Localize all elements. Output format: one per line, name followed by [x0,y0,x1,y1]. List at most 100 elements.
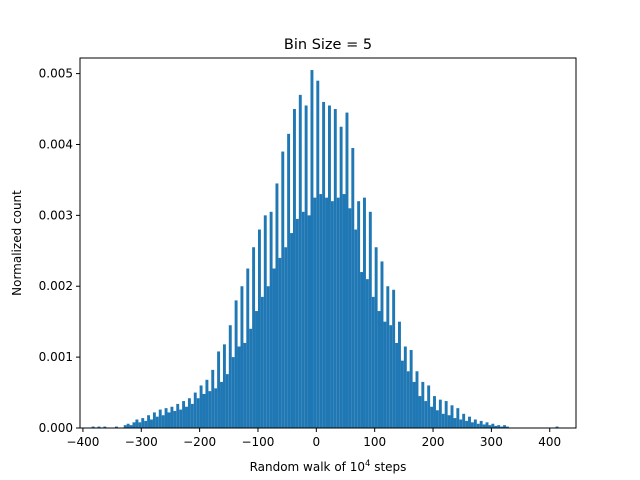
histogram-bar [240,286,244,428]
x-axis-label-base: Random walk of 10 [250,460,365,474]
histogram-bar [438,399,442,428]
x-tick-label: 100 [363,435,386,449]
histogram-bar [418,396,422,428]
histogram-bar [217,351,221,428]
histogram-bar [199,385,203,428]
x-tick-label: 400 [538,435,561,449]
histogram-bar [187,398,191,428]
histogram-bar [354,229,358,428]
histogram-bar [103,426,107,428]
histogram-bar [322,101,326,428]
histogram-bar [491,423,495,428]
histogram-bar [462,413,466,428]
histogram-bar [453,418,457,428]
histogram-bar [503,425,506,428]
histogram-bar [444,401,448,428]
histogram-bar [415,371,419,428]
y-tick-label: 0.003 [39,208,73,222]
histogram-bar [476,423,480,428]
histogram-bar [494,425,498,428]
histogram-bar [123,425,127,428]
x-tick-label: 200 [422,435,445,449]
histogram-bar [386,286,390,428]
histogram-bar [319,194,323,428]
histogram-bar [249,328,253,428]
histogram-bar [357,201,361,428]
histogram-bar [479,420,483,428]
histogram-bar [395,342,399,428]
histogram-bar [243,342,247,428]
histogram-bar [284,247,288,428]
histogram-bar [459,419,463,428]
histogram-bar [132,422,136,428]
histogram-bar [190,403,194,428]
histogram-bar [400,360,404,428]
histogram-bar [176,403,180,428]
histogram-bar [263,215,267,428]
y-tick-label: 0.000 [39,421,73,435]
x-tick-label: 300 [480,435,503,449]
histogram-bar [97,426,101,428]
histogram-bar [377,311,381,428]
histogram-bar [292,109,296,428]
histogram-bar [348,208,352,428]
histogram-bar [208,391,212,428]
histogram-bar [278,257,282,428]
histogram-bar [129,425,133,428]
histogram-bar [185,406,188,428]
histogram-bar [138,422,142,428]
y-tick-label: 0.005 [39,67,73,81]
histogram-bar [220,381,223,428]
histogram-bar [403,346,407,428]
histogram-bar [447,415,451,428]
histogram-bar [275,183,279,428]
histogram-bar [196,398,200,428]
histogram-bar [310,70,314,429]
histogram-bar [135,419,139,428]
histogram-bar [336,197,340,428]
histogram-bar [333,109,337,428]
histogram-bar [234,300,238,428]
histogram-bar [150,419,153,428]
histogram-bar [287,133,291,428]
histogram-bar [482,424,486,428]
histogram-bar [412,381,416,428]
histogram-bar [473,419,477,428]
histogram-bar [342,194,346,428]
histogram-bar [214,388,218,428]
histogram-bar [365,279,369,428]
histogram-bar [485,422,489,428]
histogram-bar [345,112,349,428]
histogram-bar [307,215,311,428]
histogram-bar [155,416,159,428]
histogram-bar [266,286,270,428]
histogram-bar [260,296,264,428]
histogram-bar [325,197,328,428]
histogram-bar [301,211,305,428]
histogram-bar [363,197,366,428]
histogram-bar [255,311,258,428]
histogram-bars [91,70,559,429]
histogram-bar [246,268,250,428]
x-axis-label-rest: steps [370,460,406,474]
histogram-bar [237,346,241,428]
y-tick-label: 0.004 [39,137,73,151]
histogram-bar [313,197,317,428]
histogram-bar [427,385,431,428]
histogram-bar [421,381,425,428]
x-tick-label: −100 [241,435,274,449]
histogram-bar [470,422,474,428]
y-axis-label: Normalized count [10,190,24,296]
histogram-bar [211,369,215,428]
histogram-bar [316,80,320,429]
x-axis-label: Random walk of 104 steps [250,459,407,474]
histogram-bar [406,371,410,428]
histogram-bar [304,105,308,429]
histogram-bar [281,151,285,428]
histogram-bar [424,401,428,428]
histogram-bar [205,379,209,428]
histogram-bar [158,409,162,428]
histogram-bar [295,218,299,428]
histogram-bar [126,423,130,428]
